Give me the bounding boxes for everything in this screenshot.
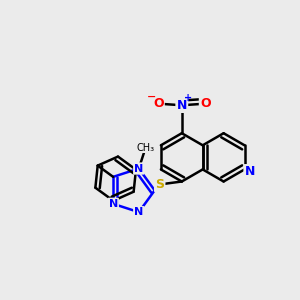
Text: +: + [184,93,192,103]
Text: O: O [200,97,211,110]
Text: N: N [134,207,143,217]
Text: N: N [134,164,143,173]
Text: N: N [109,199,118,209]
Text: N: N [177,99,187,112]
Text: S: S [155,178,164,191]
Text: N: N [244,165,255,178]
Text: −: − [147,92,156,102]
Text: CH₃: CH₃ [136,142,155,152]
Text: O: O [153,97,164,110]
